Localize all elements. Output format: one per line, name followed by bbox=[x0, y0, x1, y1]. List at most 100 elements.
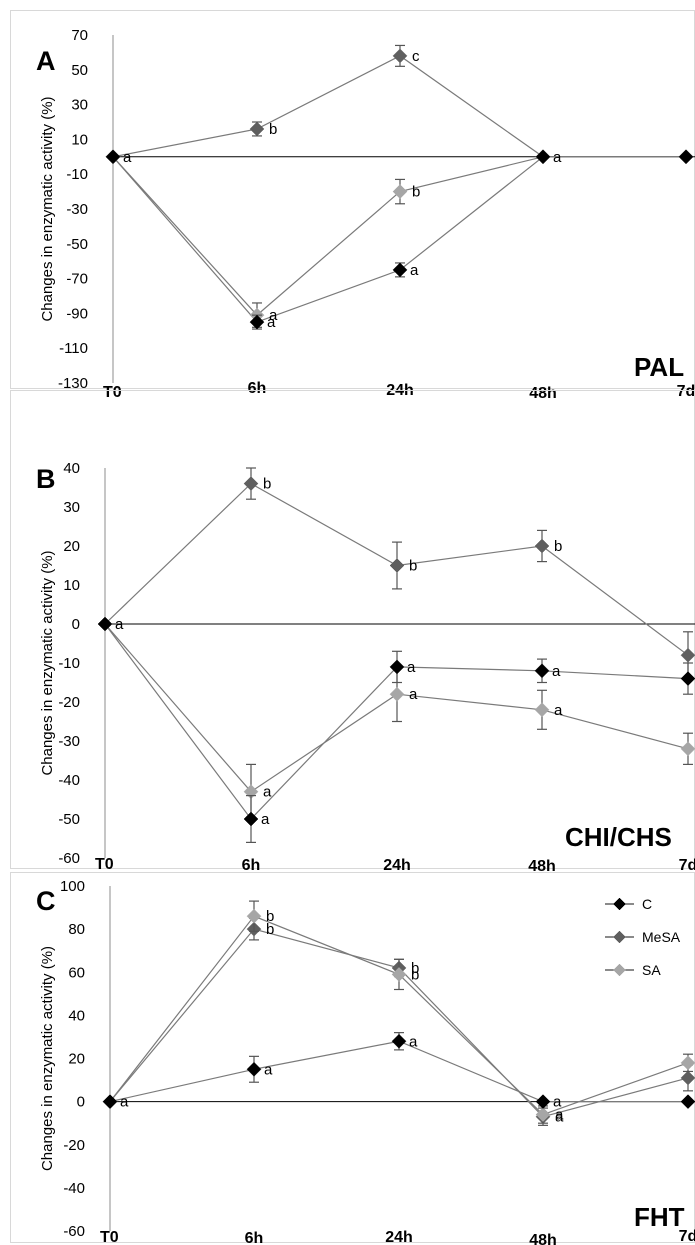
x-tick-label: 6h bbox=[242, 857, 261, 874]
data-point-c bbox=[535, 149, 551, 165]
y-tick-label: 30 bbox=[63, 499, 80, 516]
significance-label: b bbox=[554, 538, 562, 555]
significance-label: b bbox=[269, 121, 277, 138]
significance-label: a bbox=[263, 784, 272, 801]
data-point-mesa bbox=[243, 476, 259, 491]
x-tick-label: 7d bbox=[679, 1228, 695, 1245]
x-tick-label: T0 bbox=[103, 384, 122, 401]
x-tick-label: T0 bbox=[95, 856, 114, 873]
y-tick-label: 30 bbox=[71, 97, 88, 114]
x-tick-label: 48h bbox=[528, 858, 556, 875]
data-point-mesa bbox=[392, 48, 408, 64]
series-line-mesa bbox=[112, 55, 686, 158]
y-tick-label: 10 bbox=[63, 577, 80, 594]
x-tick-label: 24h bbox=[383, 857, 411, 874]
y-tick-label: 60 bbox=[68, 964, 85, 981]
data-point-c bbox=[249, 314, 265, 330]
significance-label: b bbox=[411, 966, 419, 983]
significance-label: b bbox=[411, 960, 419, 977]
panel-border bbox=[10, 872, 695, 1243]
panel-letter: C bbox=[36, 886, 56, 916]
data-point-sa bbox=[389, 686, 405, 702]
series-line-mesa bbox=[109, 928, 689, 1118]
data-point-sa bbox=[535, 1107, 551, 1122]
y-tick-label: -50 bbox=[58, 811, 80, 828]
significance-label: a bbox=[120, 1094, 129, 1111]
y-tick-label: 20 bbox=[63, 538, 80, 555]
panel-b: 40 30 20 10 0 -10 -20 -30 -40 -50 -60 Changes in en… bbox=[10, 390, 695, 875]
significance-label: a bbox=[269, 307, 278, 324]
panel-letter: B bbox=[36, 464, 56, 494]
significance-label: a bbox=[409, 686, 418, 703]
y-tick-label: 20 bbox=[68, 1051, 85, 1068]
data-point-c bbox=[680, 671, 695, 686]
panel-border bbox=[10, 390, 695, 869]
data-point-c bbox=[105, 149, 121, 165]
significance-label: b bbox=[412, 184, 420, 201]
y-tick-label: -20 bbox=[63, 1137, 85, 1154]
significance-label: a bbox=[409, 1033, 418, 1050]
y-tick-label: -110 bbox=[59, 340, 88, 357]
significance-label: b bbox=[266, 921, 274, 938]
y-tick-label: -50 bbox=[66, 236, 88, 253]
x-tick-label: 24h bbox=[385, 1229, 413, 1245]
x-tick-label: 48h bbox=[529, 385, 557, 402]
y-tick-label: 0 bbox=[77, 1094, 85, 1111]
significance-label: a bbox=[555, 1109, 564, 1126]
panel-letter: A bbox=[36, 46, 56, 76]
y-tick-label: 70 bbox=[71, 27, 88, 44]
enzyme-label: PAL bbox=[634, 352, 684, 382]
y-tick-label: -60 bbox=[58, 850, 80, 867]
x-tick-label: 48h bbox=[529, 1232, 557, 1245]
data-point-c bbox=[680, 1094, 695, 1109]
legend-entry: MeSA bbox=[642, 929, 681, 945]
significance-label: a bbox=[261, 811, 270, 828]
data-point-sa bbox=[391, 967, 407, 982]
x-tick-label: 7d bbox=[679, 857, 695, 874]
x-tick-label: T0 bbox=[100, 1229, 119, 1245]
y-tick-label: 40 bbox=[68, 1007, 85, 1024]
data-point-mesa bbox=[249, 121, 265, 137]
significance-label: a bbox=[555, 1107, 564, 1124]
data-point-mesa bbox=[534, 538, 550, 554]
y-tick-label: -10 bbox=[58, 655, 80, 672]
legend: C MeSA SA bbox=[605, 896, 681, 978]
significance-label: b bbox=[409, 558, 417, 575]
data-point-sa bbox=[680, 1055, 695, 1071]
significance-label: a bbox=[553, 149, 562, 166]
y-tick-label: -70 bbox=[66, 271, 88, 288]
y-tick-label: 0 bbox=[72, 616, 80, 633]
significance-label: c bbox=[412, 48, 420, 65]
legend-entry: SA bbox=[642, 962, 661, 978]
panel-c: 100 80 60 40 20 0 -20 -40 -60 Changes in enzymati… bbox=[10, 872, 695, 1245]
panel-a: 70 50 30 10 -10 -30 -50 -70 -90 -110 -130 Changes i… bbox=[10, 10, 695, 402]
enzyme-label: CHI/CHS bbox=[565, 822, 672, 852]
data-point-sa bbox=[392, 184, 408, 199]
data-point-c bbox=[97, 616, 113, 632]
significance-label: a bbox=[407, 659, 416, 676]
data-point-c bbox=[246, 1061, 262, 1077]
significance-label: a bbox=[267, 314, 276, 331]
legend-marker-c bbox=[613, 897, 626, 911]
data-point-c bbox=[391, 1033, 407, 1049]
significance-label: a bbox=[410, 262, 419, 279]
x-tick-label: 6h bbox=[248, 380, 267, 397]
x-tick-label: 7d bbox=[677, 383, 695, 400]
data-point-sa bbox=[246, 908, 262, 924]
significance-label: b bbox=[266, 908, 274, 925]
data-point-c bbox=[389, 659, 405, 675]
significance-label: a bbox=[264, 1061, 273, 1078]
y-axis-label: Changes in enzymatic activity (%) bbox=[39, 946, 56, 1171]
y-tick-label: -10 bbox=[66, 166, 88, 183]
y-axis-label: Changes in enzymatic activity (%) bbox=[39, 550, 56, 775]
significance-label: a bbox=[115, 616, 124, 633]
data-point-c bbox=[534, 663, 550, 679]
significance-label: b bbox=[263, 476, 271, 493]
data-point-c bbox=[535, 1094, 551, 1109]
data-point-mesa bbox=[680, 647, 695, 663]
y-tick-label: 40 bbox=[63, 460, 80, 477]
y-tick-label: -40 bbox=[63, 1180, 85, 1197]
significance-label: a bbox=[554, 702, 563, 719]
data-point-mesa bbox=[389, 558, 405, 573]
